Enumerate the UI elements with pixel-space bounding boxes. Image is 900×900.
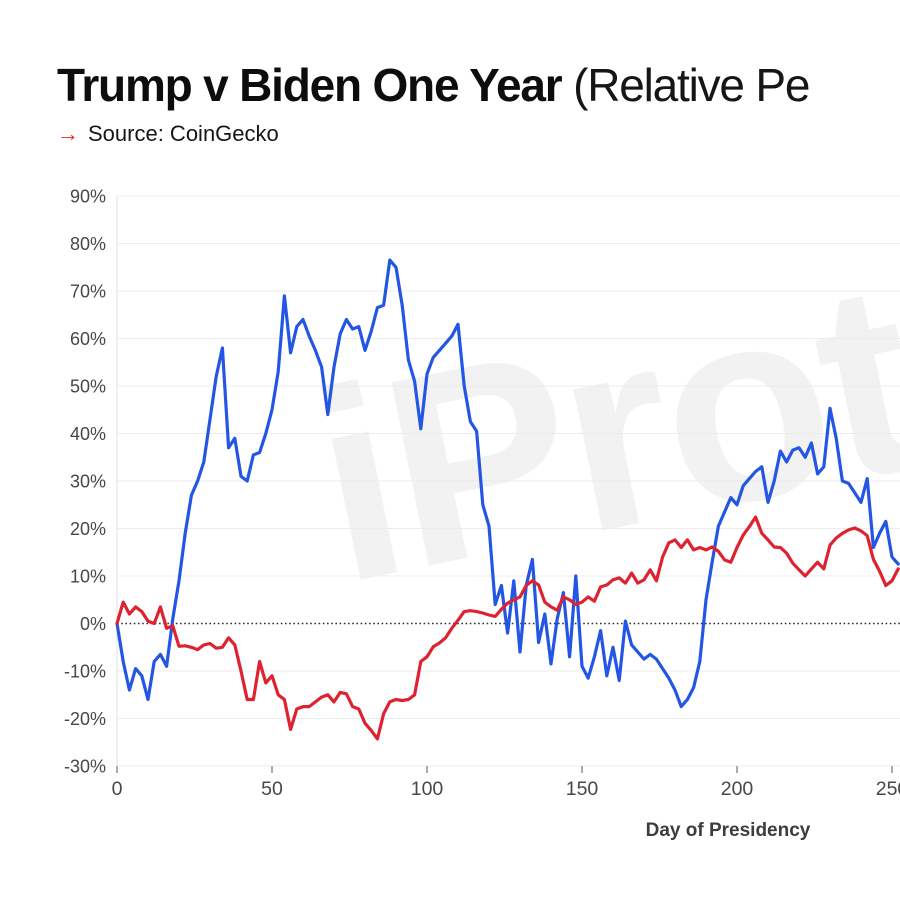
y-tick-label: 80%	[70, 234, 106, 254]
x-tick-label: 0	[112, 778, 123, 800]
page-title-light: (Relative Pe	[561, 59, 810, 111]
label-layer: 90% 80% 70% 60% 50% 40% 30% 20% 10% 0% -10% -20% -30…	[64, 187, 900, 801]
x-tick-label: 200	[721, 778, 754, 800]
x-tick-label: 150	[566, 778, 599, 800]
y-tick-label: 30%	[70, 472, 106, 492]
page-title: Trump v Biden One Year (Relative Pe	[57, 59, 810, 111]
series-red-line	[115, 515, 900, 741]
y-tick-label: 50%	[70, 377, 106, 397]
source-text: Source: CoinGecko	[88, 120, 279, 146]
y-tick-label: 70%	[70, 282, 106, 302]
y-tick-label: 10%	[70, 567, 106, 587]
x-tick-label: 50	[261, 778, 283, 800]
y-tick-label: 90%	[70, 187, 106, 207]
x-axis-title: Day of Presidency	[646, 820, 811, 841]
x-tick-label: 250	[876, 778, 900, 800]
chart-header: Trump v Biden One Year (Relative Pe → So…	[57, 59, 810, 147]
grid-layer	[117, 195, 900, 767]
y-tick-label: 0%	[80, 614, 106, 634]
y-tick-label: 40%	[70, 424, 106, 444]
series-blue-line	[115, 258, 900, 709]
y-tick-label: -20%	[64, 709, 106, 729]
y-tick-label: 60%	[70, 329, 106, 349]
series-layer	[115, 258, 900, 741]
y-tick-label: -10%	[64, 662, 106, 682]
y-tick-label: -30%	[64, 757, 106, 777]
y-tick-label: 20%	[70, 519, 106, 539]
x-tick-label: 100	[411, 778, 444, 800]
page-title-bold: Trump v Biden One Year	[57, 59, 563, 111]
source-line: → Source: CoinGecko	[57, 121, 809, 147]
axis-layer	[116, 196, 893, 773]
arrow-right-icon: →	[57, 120, 79, 146]
